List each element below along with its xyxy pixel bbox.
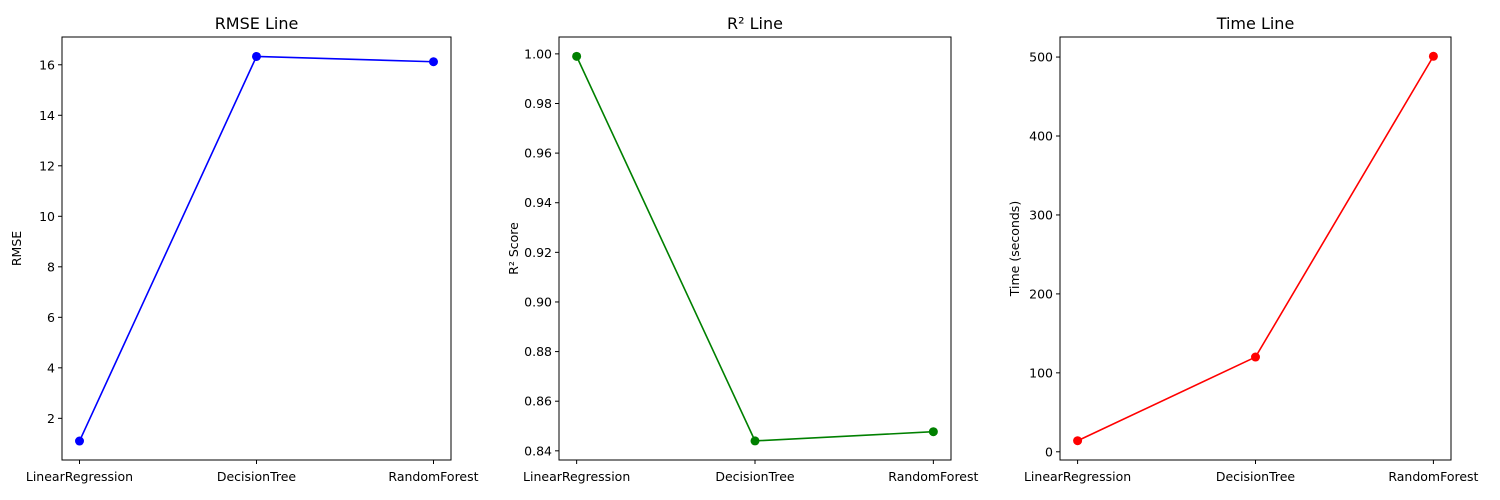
- y-tick-label: 0.90: [524, 294, 552, 309]
- y-tick-label: 16: [39, 57, 55, 72]
- y-tick-label: 200: [1029, 286, 1053, 301]
- y-tick-label: 400: [1029, 129, 1053, 144]
- chart-panel-3: Time Line 0 100 200 300 400 500 LinearRegressio…: [1007, 14, 1479, 484]
- x-tick-label: LinearRegression: [26, 469, 133, 484]
- y-tick-label: 0.86: [524, 394, 552, 409]
- data-point: [1428, 51, 1438, 61]
- y-tick-label: 0.92: [524, 245, 552, 260]
- chart-panel-1: RMSE Line 2 4 6 8 10 12 14 16 LinearRegression Dec…: [9, 14, 479, 484]
- chart-title: R² Line: [727, 14, 783, 33]
- data-point: [252, 51, 261, 61]
- chart-title: RMSE Line: [215, 14, 299, 33]
- x-tick-label: LinearRegression: [1024, 469, 1131, 484]
- x-tick-label: RandomForest: [888, 469, 978, 484]
- y-axis-label: R² Score: [506, 222, 521, 275]
- data-point: [1251, 352, 1260, 362]
- y-axis-label: RMSE: [9, 231, 24, 266]
- data-point: [928, 427, 938, 437]
- data-point: [750, 436, 760, 446]
- y-tick-label: 0.84: [524, 443, 552, 458]
- data-point: [428, 57, 438, 67]
- x-tick-label: DecisionTree: [217, 469, 297, 484]
- y-tick-label: 10: [39, 209, 55, 224]
- x-tick-label: LinearRegression: [523, 469, 630, 484]
- y-tick-label: 6: [47, 310, 55, 325]
- x-tick-label: DecisionTree: [1216, 469, 1296, 484]
- y-tick-label: 8: [47, 259, 55, 274]
- data-point: [75, 436, 85, 446]
- y-tick-label: 0.94: [524, 195, 552, 210]
- y-tick-label: 2: [47, 411, 55, 426]
- x-tick-label: DecisionTree: [715, 469, 795, 484]
- x-tick-label: RandomForest: [1388, 469, 1478, 484]
- data-point: [572, 51, 582, 61]
- y-tick-label: 1.00: [524, 46, 552, 61]
- data-point: [1073, 436, 1083, 446]
- y-tick-label: 300: [1029, 207, 1053, 222]
- y-tick-label: 100: [1029, 365, 1053, 380]
- y-tick-label: 4: [47, 360, 55, 375]
- y-tick-label: 500: [1029, 50, 1053, 65]
- y-tick-label: 0.88: [524, 344, 552, 359]
- y-axis-label: Time (seconds): [1007, 201, 1022, 297]
- y-tick-label: 12: [39, 158, 55, 173]
- chart-panel-2: R² Line 0.84 0.86 0.88 0.90 0.92 0.94 0.96 0.98 1…: [506, 14, 979, 484]
- y-tick-label: 14: [39, 108, 55, 123]
- chart-title: Time Line: [1216, 14, 1295, 33]
- x-tick-label: RandomForest: [388, 469, 478, 484]
- y-tick-label: 0.98: [524, 96, 552, 111]
- y-tick-label: 0.96: [524, 146, 552, 161]
- y-tick-label: 0: [1045, 444, 1053, 459]
